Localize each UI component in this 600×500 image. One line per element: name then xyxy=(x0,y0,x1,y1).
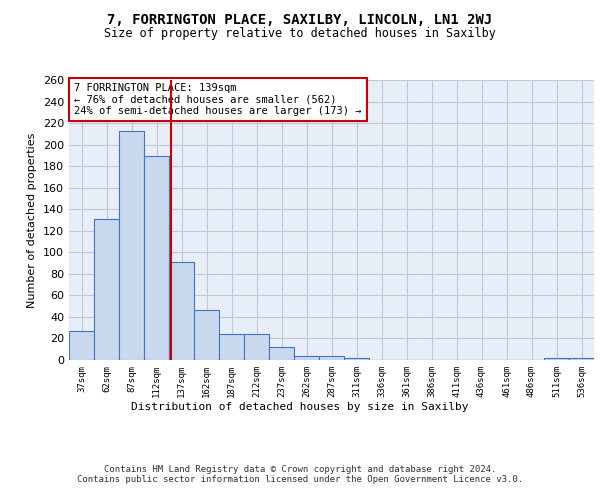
Y-axis label: Number of detached properties: Number of detached properties xyxy=(28,132,37,308)
Text: Contains HM Land Registry data © Crown copyright and database right 2024.
Contai: Contains HM Land Registry data © Crown c… xyxy=(77,465,523,484)
Bar xyxy=(569,358,594,360)
Bar xyxy=(544,358,569,360)
Bar xyxy=(144,156,169,360)
Bar xyxy=(244,334,269,360)
Text: 7 FORRINGTON PLACE: 139sqm
← 76% of detached houses are smaller (562)
24% of sem: 7 FORRINGTON PLACE: 139sqm ← 76% of deta… xyxy=(74,83,362,116)
Bar xyxy=(294,356,319,360)
Text: Distribution of detached houses by size in Saxilby: Distribution of detached houses by size … xyxy=(131,402,469,412)
Bar xyxy=(119,130,144,360)
Bar xyxy=(269,347,294,360)
Text: 7, FORRINGTON PLACE, SAXILBY, LINCOLN, LN1 2WJ: 7, FORRINGTON PLACE, SAXILBY, LINCOLN, L… xyxy=(107,12,493,26)
Bar xyxy=(344,358,369,360)
Bar xyxy=(194,310,219,360)
Bar xyxy=(69,331,94,360)
Bar xyxy=(219,334,244,360)
Bar xyxy=(319,356,344,360)
Bar xyxy=(169,262,194,360)
Text: Size of property relative to detached houses in Saxilby: Size of property relative to detached ho… xyxy=(104,28,496,40)
Bar xyxy=(94,219,119,360)
